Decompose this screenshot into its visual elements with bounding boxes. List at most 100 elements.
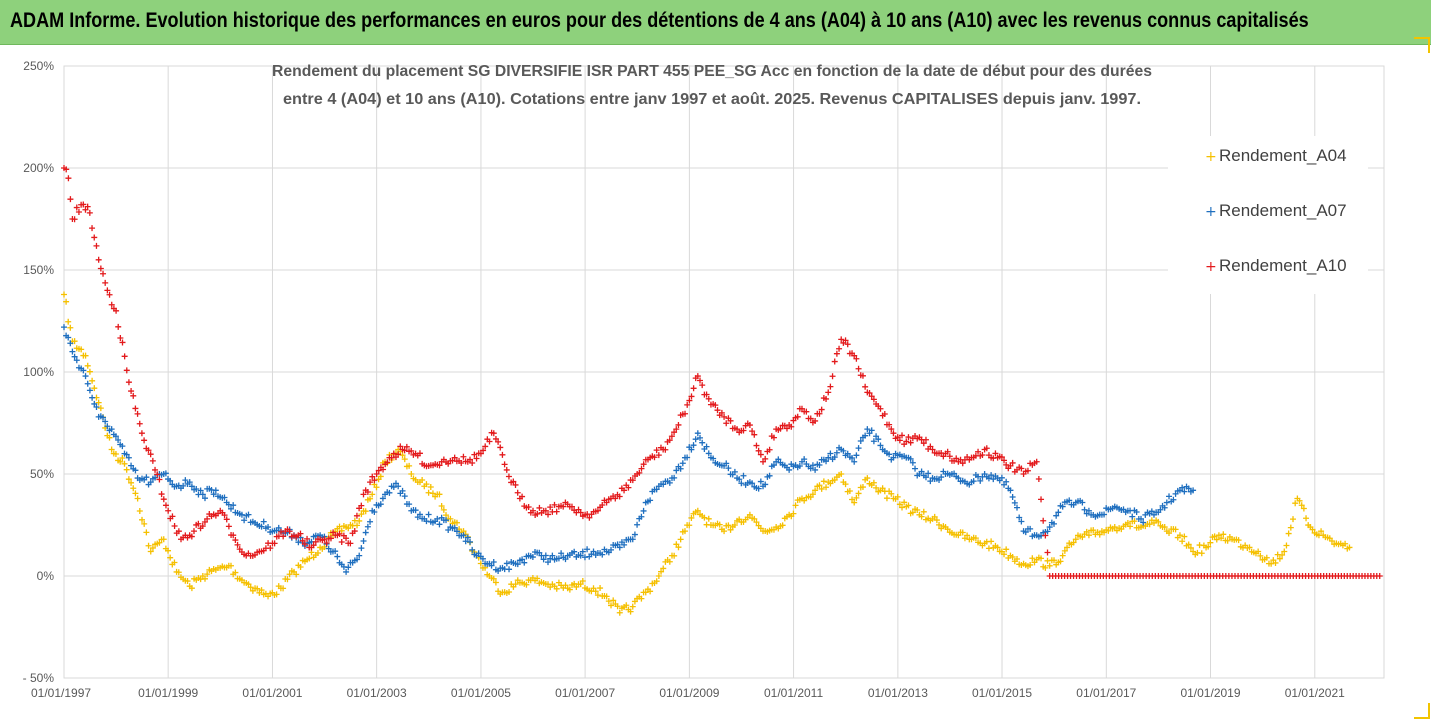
data-point-fill (605, 496, 612, 503)
data-point-fill (979, 452, 986, 459)
data-point-fill (1066, 497, 1073, 504)
data-point-fill (666, 558, 673, 565)
data-point-fill (1044, 549, 1051, 556)
data-point-fill (749, 428, 756, 435)
data-point-fill (273, 591, 280, 598)
data-point-fill (794, 413, 801, 420)
data-point-fill (690, 385, 697, 392)
data-point-fill (731, 425, 738, 432)
data-point (408, 471, 415, 477)
data-point-fill (762, 455, 769, 462)
data-point-fill (1315, 532, 1322, 539)
data-point-fill (154, 471, 161, 478)
data-point-fill (367, 518, 374, 525)
data-point-fill (653, 447, 660, 454)
data-point-fill (644, 456, 651, 463)
y-axis-ticks: 250% 200% 150% 100% 50% 0% - 50% (23, 59, 55, 685)
x-tick-label: 01/01/2015 (972, 686, 1032, 700)
data-point-fill (432, 493, 439, 500)
data-point-fill (816, 410, 823, 417)
data-point-fill (143, 529, 150, 536)
data-point-fill (605, 598, 612, 605)
data-point-fill (599, 501, 606, 508)
data-point-fill (938, 474, 945, 481)
data-point-fill (371, 477, 378, 484)
data-point-fill (180, 482, 187, 489)
series-layer (61, 165, 1383, 616)
data-point-fill (1009, 553, 1016, 560)
data-point-fill (1003, 461, 1010, 468)
data-point-fill (990, 455, 997, 462)
data-point-fill (1005, 485, 1012, 492)
data-point-fill (905, 434, 912, 441)
data-point-fill (751, 515, 758, 522)
data-point-fill (940, 523, 947, 530)
data-point-fill (1100, 573, 1107, 579)
data-point-fill (823, 458, 830, 465)
data-point-fill (128, 388, 135, 395)
y-tick-label: 150% (23, 263, 54, 277)
frame-corner-marker-top (1414, 37, 1430, 53)
data-point-fill (553, 508, 560, 515)
data-point-fill (432, 518, 439, 525)
data-point-fill (675, 544, 682, 551)
data-point-fill (89, 394, 96, 401)
data-point-fill (89, 225, 96, 232)
data-point-fill (988, 472, 995, 479)
data-point-fill (697, 377, 704, 384)
data-point-fill (1181, 533, 1188, 540)
data-point-fill (503, 560, 510, 567)
data-point-fill (1166, 530, 1173, 537)
data-point-fill (297, 530, 304, 537)
data-point-fill (460, 453, 467, 460)
data-point-fill (636, 469, 643, 476)
data-point-fill (1181, 488, 1188, 495)
data-point-fill (938, 450, 945, 457)
data-point (343, 568, 350, 575)
data-point-fill (254, 549, 261, 556)
data-point-fill (453, 519, 460, 526)
data-point (890, 430, 897, 437)
data-point-fill (1185, 541, 1192, 548)
data-point-fill (566, 503, 573, 510)
data-point-fill (63, 298, 70, 305)
data-point (655, 573, 662, 579)
data-point-fill (343, 535, 350, 542)
data-point-fill (586, 514, 593, 521)
data-point-fill (842, 481, 849, 488)
data-point-fill (332, 548, 339, 555)
data-point-fill (853, 452, 860, 459)
data-point-fill (210, 491, 217, 498)
data-point-fill (71, 353, 78, 360)
data-point-fill (169, 513, 176, 520)
data-point-fill (286, 571, 293, 578)
data-point-fill (875, 488, 882, 495)
data-point-fill (201, 575, 208, 582)
data-point-fill (1096, 531, 1103, 538)
data-point (812, 466, 819, 473)
data-point-fill (964, 532, 971, 539)
data-point-fill (97, 265, 104, 272)
data-point-fill (1179, 484, 1186, 491)
data-point-fill (1127, 523, 1134, 530)
data-point-fill (236, 510, 243, 517)
data-point-fill (184, 480, 191, 487)
data-point-fill (1272, 559, 1279, 566)
data-point-fill (647, 588, 654, 595)
data-point-fill (751, 431, 758, 438)
data-point-fill (458, 459, 465, 466)
data-point-fill (93, 242, 100, 249)
data-point-fill (534, 575, 541, 582)
data-point (616, 609, 623, 616)
data-point-fill (319, 537, 326, 544)
data-point-fill (699, 439, 706, 446)
data-point-fill (379, 495, 386, 502)
data-point-fill (84, 203, 91, 210)
data-point-fill (175, 569, 182, 576)
data-point-fill (1083, 528, 1090, 535)
data-point-fill (236, 575, 243, 582)
data-point-fill (353, 512, 360, 519)
data-point-fill (716, 521, 723, 528)
data-point (1059, 552, 1066, 559)
data-point-fill (699, 382, 706, 389)
